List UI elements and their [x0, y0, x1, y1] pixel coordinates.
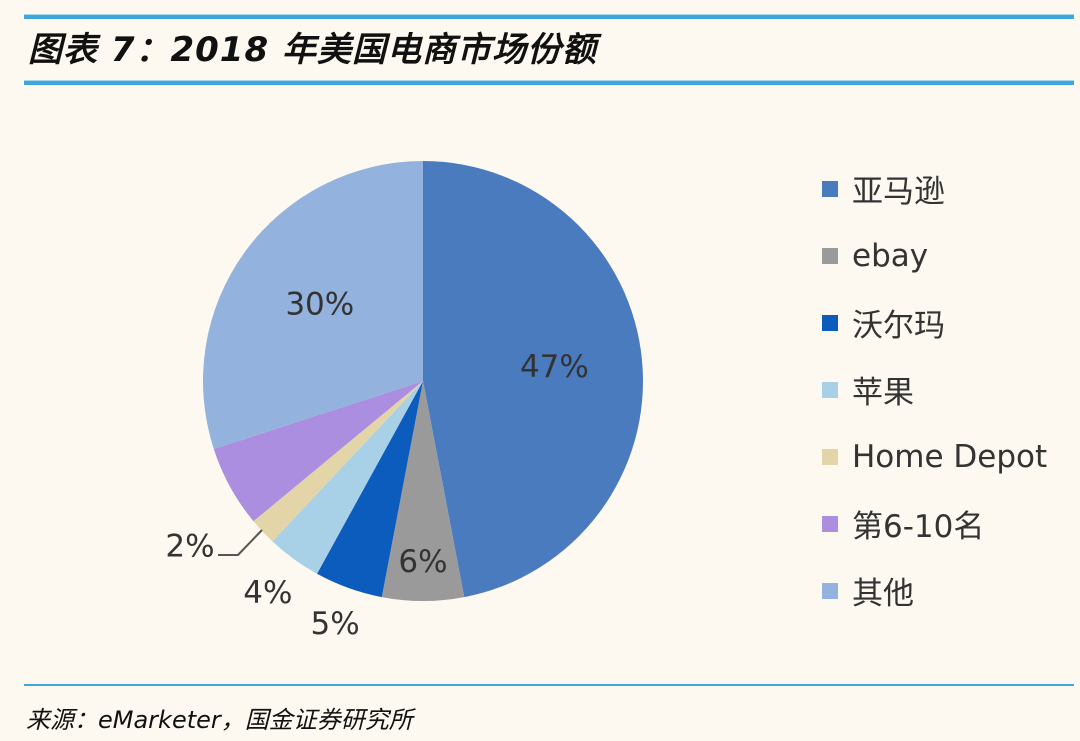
- pie-slice-6: [202, 161, 423, 449]
- data-label-6: 30%: [285, 286, 354, 322]
- data-label-2: 5%: [310, 606, 359, 642]
- legend-label: 亚马逊: [852, 174, 945, 210]
- legend-item: 苹果: [822, 356, 1047, 423]
- footer-rule: [24, 684, 1074, 686]
- pie-slice-1: [381, 381, 465, 602]
- pie-slice-0: [423, 161, 643, 598]
- legend-swatch: [822, 381, 838, 398]
- title-rule: [24, 80, 1074, 85]
- leader-line: [218, 529, 263, 556]
- legend-swatch: [822, 515, 838, 532]
- legend-swatch: [822, 582, 838, 599]
- legend-label: Home Depot: [852, 438, 1048, 475]
- pie-slice-4: [253, 381, 423, 542]
- legend-item: 亚马逊: [822, 155, 1047, 222]
- legend-item: 其他: [822, 557, 1047, 624]
- legend-item: 第6-10名: [822, 490, 1047, 557]
- legend-label: 其他: [852, 576, 914, 612]
- legend: 亚马逊 ebay 沃尔玛苹果 Home Depot 第6-10名 其他: [822, 155, 1047, 624]
- legend-item: 沃尔玛: [822, 289, 1047, 356]
- legend-item: ebay: [822, 222, 1047, 289]
- legend-label: 沃尔玛: [852, 308, 945, 344]
- chart-title: 图表 7：2018 年美国电商市场份额: [28, 30, 597, 70]
- data-label-0: 47%: [520, 349, 589, 385]
- legend-label: 第6-10名: [852, 509, 985, 545]
- pie-slice-2: [317, 381, 423, 598]
- legend-swatch: [822, 448, 838, 465]
- pie-slice-5: [213, 381, 423, 522]
- legend-swatch: [822, 180, 838, 197]
- legend-swatch: [822, 247, 838, 264]
- legend-swatch: [822, 314, 838, 331]
- source-note: 来源：eMarketer，国金证券研究所: [26, 706, 413, 734]
- pie-slice-3: [272, 381, 423, 574]
- top-rule: [24, 14, 1074, 19]
- data-label-1: 6%: [398, 544, 447, 580]
- legend-label: ebay: [852, 237, 929, 274]
- data-label-4: 2%: [165, 529, 214, 565]
- legend-item: Home Depot: [822, 423, 1047, 490]
- legend-label: 苹果: [852, 375, 914, 411]
- data-label-3: 4%: [243, 575, 292, 611]
